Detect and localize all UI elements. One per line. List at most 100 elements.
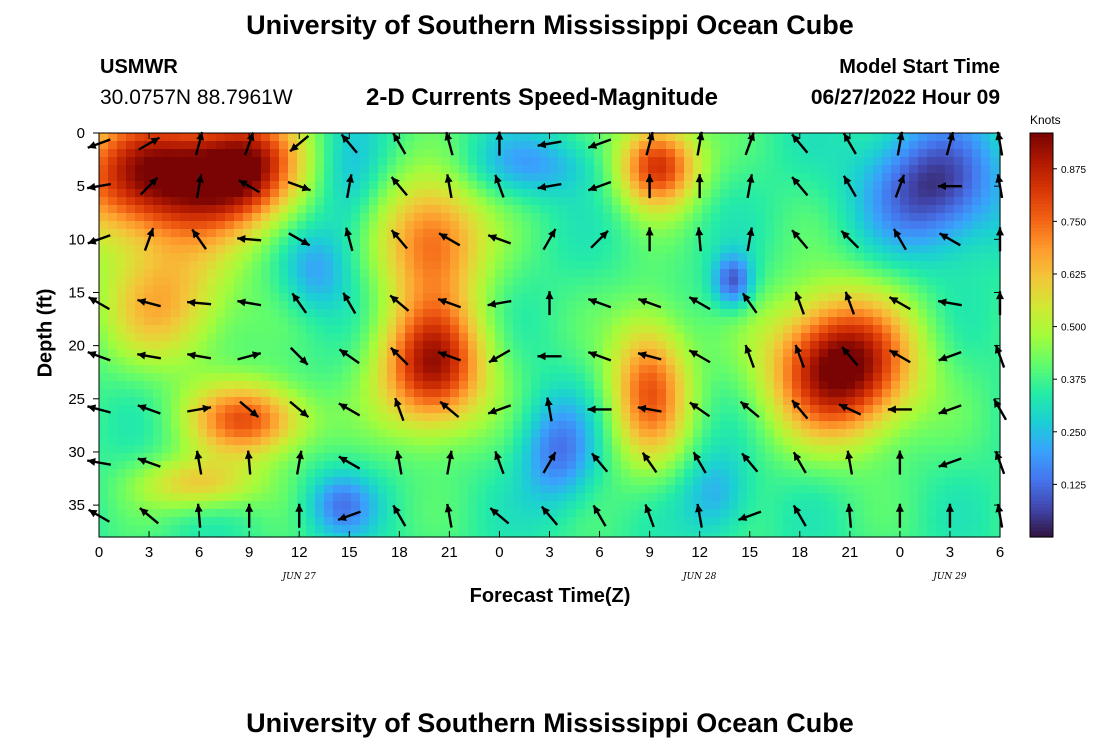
x-tick-label: 15 [741,544,758,561]
vector-arrowhead [187,298,196,307]
vector-arrowhead [149,177,158,187]
vector-arrowhead [494,174,502,184]
vector-arrowhead [995,174,1004,183]
vector-arrowhead [394,398,402,408]
day-label: JUN 27 [281,572,317,582]
vector-arrowhead [645,227,654,236]
vector-arrowhead [341,134,350,144]
x-tick-label: 6 [996,544,1004,561]
vector-arrowhead [300,237,310,246]
vector-arrowhead [299,408,309,418]
vector-arrowhead [390,347,400,357]
vector-arrowhead [939,233,949,241]
vector-arrowhead [588,351,598,359]
vector-arrowhead [137,457,147,465]
vector-arrowhead [444,503,453,513]
vector-arrowhead [490,508,499,517]
vector-arrowhead [994,399,1002,408]
vector-arrowhead [88,509,98,518]
vector-arrowhead [994,344,1003,354]
vector-arrowhead [843,133,852,143]
colorbar: 0.125 0.250 0.375 0.500 0.625 0.750 0.875 [1029,132,1086,538]
vector-arrowhead [249,408,259,418]
vector-arrowhead [537,140,547,149]
y-tick-label: 15 [68,284,85,301]
vector-arrowhead [438,233,448,241]
vector-arrowhead [544,397,553,407]
colorbar-units: Knots [1030,113,1061,127]
vector-arrowhead [645,174,654,183]
vector-arrowhead [440,401,449,410]
vector-arrowhead [994,451,1003,461]
vector-arrowhead [537,352,546,361]
vector-arrowhead [187,351,196,360]
x-tick-label: 12 [291,544,308,561]
vector-arrowhead [438,297,447,306]
vector-arrowhead [88,297,98,305]
y-tick-label: 35 [68,497,85,514]
x-tick-label: 21 [841,544,858,561]
vector-arrowhead [488,407,498,415]
vector-arrowhead [740,401,750,410]
vector-arrowhead [689,402,699,411]
y-tick-label: 5 [77,178,85,195]
y-tick-label: 30 [68,444,85,461]
x-tick-label: 9 [645,544,653,561]
vector-arrowhead [244,450,253,459]
vector-arrowhead [548,452,556,462]
vector-arrowhead [301,183,311,192]
vector-arrowhead [887,405,896,414]
vector-arrowhead [889,350,899,358]
vector-arrowhead [937,182,946,191]
day-label: JUN 28 [681,572,717,582]
x-tick-label: 15 [341,544,358,561]
vector-arrowhead [593,505,602,515]
vector-arrowhead [838,404,848,412]
x-tick-label: 18 [391,544,408,561]
vector-arrowhead [251,351,261,360]
vector-arrowhead [893,228,902,238]
colorbar-tick-label: 0.875 [1061,165,1086,176]
vector-arrowhead [237,234,246,243]
vector-arrowhead [488,234,498,242]
vector-arrowhead [238,180,248,188]
vector-arrowhead [841,230,850,240]
y-tick-label: 10 [68,231,85,248]
vector-arrowhead [489,354,498,363]
x-tick-label: 12 [691,544,708,561]
vector-arrowhead [545,291,554,300]
vector-arrowhead [587,405,596,414]
vector-arrowhead [588,183,598,192]
vector-arrowhead [897,174,906,184]
vector-arrowhead [938,353,948,362]
vector-arrowhead [896,131,905,141]
x-tick-label: 0 [495,544,503,561]
vector-arrowhead [194,503,203,513]
vector-arrowhead [696,131,705,141]
vector-arrowhead [548,228,556,238]
speed-heatmap [99,133,1001,538]
vector-arrowhead [446,450,455,460]
day-label: JUN 29 [931,572,967,582]
x-axis-label: Forecast Time(Z) [469,585,631,607]
x-tick-label: 18 [791,544,808,561]
vector-arrowhead [192,229,201,239]
vector-arrowhead [487,299,497,308]
vector-arrowhead [742,293,751,303]
current-vectors [86,131,1008,528]
vector-arrowhead [292,293,301,303]
vector-arrowhead [290,143,299,152]
vector-arrowhead [844,291,853,301]
x-tick-label: 3 [545,544,553,561]
model-start-label: Model Start Time [839,56,1000,78]
vector-arrowhead [845,503,854,513]
vector-arrowhead [391,230,400,239]
vector-arrowhead [150,137,160,146]
vector-arrowhead [343,292,351,302]
vector-arrowhead [438,351,447,359]
x-tick-label: 6 [195,544,203,561]
vector-arrowhead [246,132,255,142]
vector-arrowhead [87,141,97,149]
x-tick-label: 0 [95,544,103,561]
vector-arrowhead [344,227,353,237]
